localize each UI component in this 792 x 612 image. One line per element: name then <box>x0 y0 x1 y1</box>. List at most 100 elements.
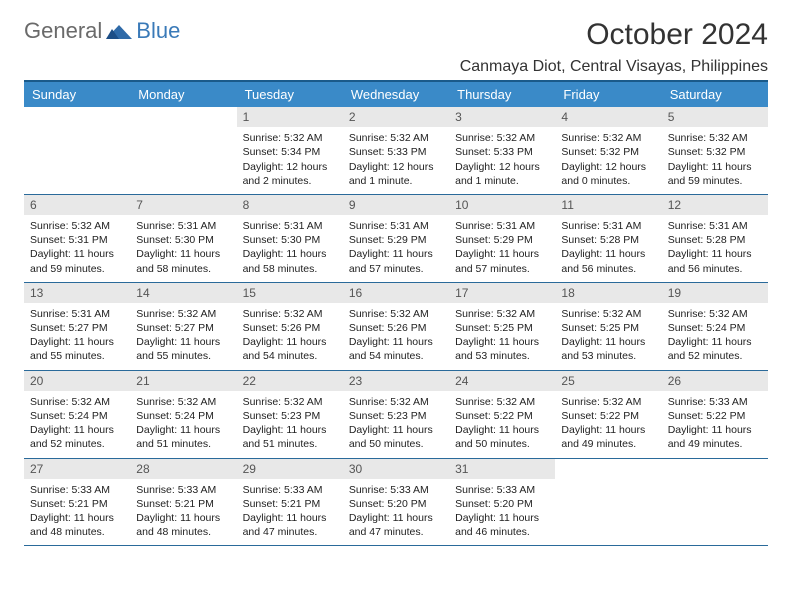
daylight-line: Daylight: 11 hours and 51 minutes. <box>243 423 337 451</box>
day-details: Sunrise: 5:32 AMSunset: 5:24 PMDaylight:… <box>662 303 768 370</box>
sunset-value: 5:33 PM <box>387 146 426 158</box>
daylight-line: Daylight: 11 hours and 53 minutes. <box>455 335 549 363</box>
daylight-value: 11 hours and 47 minutes. <box>349 512 433 538</box>
day-cell: 9Sunrise: 5:31 AMSunset: 5:29 PMDaylight… <box>343 195 449 282</box>
sunrise-value: 5:32 AM <box>284 308 323 320</box>
day-cell: 31Sunrise: 5:33 AMSunset: 5:20 PMDayligh… <box>449 459 555 546</box>
dow-sunday: Sunday <box>24 82 130 107</box>
sunrise-value: 5:32 AM <box>603 132 642 144</box>
daylight-line: Daylight: 11 hours and 52 minutes. <box>668 335 762 363</box>
sunset-line: Sunset: 5:23 PM <box>349 409 443 423</box>
day-cell: 8Sunrise: 5:31 AMSunset: 5:30 PMDaylight… <box>237 195 343 282</box>
daylight-value: 11 hours and 49 minutes. <box>668 424 752 450</box>
daylight-line: Daylight: 12 hours and 0 minutes. <box>561 160 655 188</box>
day-cell: 29Sunrise: 5:33 AMSunset: 5:21 PMDayligh… <box>237 459 343 546</box>
daylight-line: Daylight: 11 hours and 54 minutes. <box>349 335 443 363</box>
sunrise-value: 5:31 AM <box>284 220 323 232</box>
sunset-value: 5:21 PM <box>69 498 108 510</box>
daylight-value: 11 hours and 53 minutes. <box>455 336 539 362</box>
sunrise-value: 5:32 AM <box>709 308 748 320</box>
sunset-value: 5:23 PM <box>281 410 320 422</box>
sunrise-line: Sunrise: 5:33 AM <box>455 483 549 497</box>
sunset-value: 5:28 PM <box>600 234 639 246</box>
daylight-line: Daylight: 11 hours and 58 minutes. <box>243 247 337 275</box>
sunrise-line: Sunrise: 5:32 AM <box>243 131 337 145</box>
day-details: Sunrise: 5:32 AMSunset: 5:33 PMDaylight:… <box>449 127 555 194</box>
sunrise-line: Sunrise: 5:31 AM <box>561 219 655 233</box>
sunset-line: Sunset: 5:34 PM <box>243 145 337 159</box>
day-number: 26 <box>662 371 768 391</box>
sunset-value: 5:24 PM <box>706 322 745 334</box>
sunset-value: 5:24 PM <box>69 410 108 422</box>
day-details: Sunrise: 5:31 AMSunset: 5:29 PMDaylight:… <box>343 215 449 282</box>
day-cell: 18Sunrise: 5:32 AMSunset: 5:25 PMDayligh… <box>555 283 661 370</box>
sunset-value: 5:30 PM <box>175 234 214 246</box>
sunrise-line: Sunrise: 5:32 AM <box>668 131 762 145</box>
sunrise-value: 5:32 AM <box>390 308 429 320</box>
sunrise-value: 5:32 AM <box>284 396 323 408</box>
dow-tuesday: Tuesday <box>237 82 343 107</box>
sunrise-line: Sunrise: 5:32 AM <box>561 307 655 321</box>
sunrise-value: 5:33 AM <box>497 484 536 496</box>
week-row: 6Sunrise: 5:32 AMSunset: 5:31 PMDaylight… <box>24 195 768 283</box>
sunset-line: Sunset: 5:23 PM <box>243 409 337 423</box>
day-details: Sunrise: 5:32 AMSunset: 5:26 PMDaylight:… <box>237 303 343 370</box>
sunset-line: Sunset: 5:26 PM <box>243 321 337 335</box>
header: General Blue October 2024 Canmaya Diot, … <box>24 18 768 80</box>
sunset-line: Sunset: 5:22 PM <box>455 409 549 423</box>
day-cell: 16Sunrise: 5:32 AMSunset: 5:26 PMDayligh… <box>343 283 449 370</box>
sunset-line: Sunset: 5:24 PM <box>668 321 762 335</box>
daylight-value: 11 hours and 56 minutes. <box>668 248 752 274</box>
sunset-value: 5:22 PM <box>600 410 639 422</box>
daylight-value: 11 hours and 56 minutes. <box>561 248 645 274</box>
daylight-value: 11 hours and 54 minutes. <box>349 336 433 362</box>
day-number: 19 <box>662 283 768 303</box>
daylight-value: 11 hours and 57 minutes. <box>455 248 539 274</box>
daylight-value: 11 hours and 52 minutes. <box>30 424 114 450</box>
sunrise-value: 5:32 AM <box>178 308 217 320</box>
sunset-value: 5:29 PM <box>387 234 426 246</box>
daylight-value: 11 hours and 51 minutes. <box>136 424 220 450</box>
sunrise-line: Sunrise: 5:31 AM <box>243 219 337 233</box>
brand-mark-icon <box>106 23 132 39</box>
sunrise-line: Sunrise: 5:32 AM <box>136 395 230 409</box>
day-details: Sunrise: 5:32 AMSunset: 5:32 PMDaylight:… <box>662 127 768 194</box>
daylight-value: 11 hours and 46 minutes. <box>455 512 539 538</box>
empty-cell <box>555 459 661 546</box>
day-number: 14 <box>130 283 236 303</box>
sunset-value: 5:26 PM <box>281 322 320 334</box>
day-cell: 25Sunrise: 5:32 AMSunset: 5:22 PMDayligh… <box>555 371 661 458</box>
sunrise-line: Sunrise: 5:32 AM <box>561 395 655 409</box>
sunset-line: Sunset: 5:25 PM <box>561 321 655 335</box>
daylight-value: 11 hours and 51 minutes. <box>243 424 327 450</box>
day-number: 1 <box>237 107 343 127</box>
sunrise-line: Sunrise: 5:32 AM <box>30 219 124 233</box>
daylight-line: Daylight: 11 hours and 54 minutes. <box>243 335 337 363</box>
sunrise-line: Sunrise: 5:33 AM <box>243 483 337 497</box>
day-number: 9 <box>343 195 449 215</box>
day-number: 20 <box>24 371 130 391</box>
sunrise-value: 5:32 AM <box>603 396 642 408</box>
sunrise-line: Sunrise: 5:31 AM <box>668 219 762 233</box>
sunset-value: 5:27 PM <box>69 322 108 334</box>
brand-logo: General Blue <box>24 18 180 44</box>
sunrise-line: Sunrise: 5:33 AM <box>668 395 762 409</box>
sunset-line: Sunset: 5:21 PM <box>30 497 124 511</box>
day-cell: 11Sunrise: 5:31 AMSunset: 5:28 PMDayligh… <box>555 195 661 282</box>
sunset-value: 5:25 PM <box>600 322 639 334</box>
dow-saturday: Saturday <box>662 82 768 107</box>
day-details: Sunrise: 5:31 AMSunset: 5:27 PMDaylight:… <box>24 303 130 370</box>
day-number: 4 <box>555 107 661 127</box>
sunset-line: Sunset: 5:28 PM <box>668 233 762 247</box>
day-number: 25 <box>555 371 661 391</box>
sunrise-value: 5:31 AM <box>390 220 429 232</box>
daylight-value: 11 hours and 58 minutes. <box>136 248 220 274</box>
sunset-value: 5:20 PM <box>494 498 533 510</box>
day-cell: 3Sunrise: 5:32 AMSunset: 5:33 PMDaylight… <box>449 107 555 194</box>
sunset-line: Sunset: 5:20 PM <box>455 497 549 511</box>
empty-cell <box>24 107 130 194</box>
sunrise-value: 5:31 AM <box>709 220 748 232</box>
sunset-value: 5:22 PM <box>706 410 745 422</box>
day-details: Sunrise: 5:33 AMSunset: 5:21 PMDaylight:… <box>237 479 343 546</box>
day-details: Sunrise: 5:33 AMSunset: 5:20 PMDaylight:… <box>449 479 555 546</box>
